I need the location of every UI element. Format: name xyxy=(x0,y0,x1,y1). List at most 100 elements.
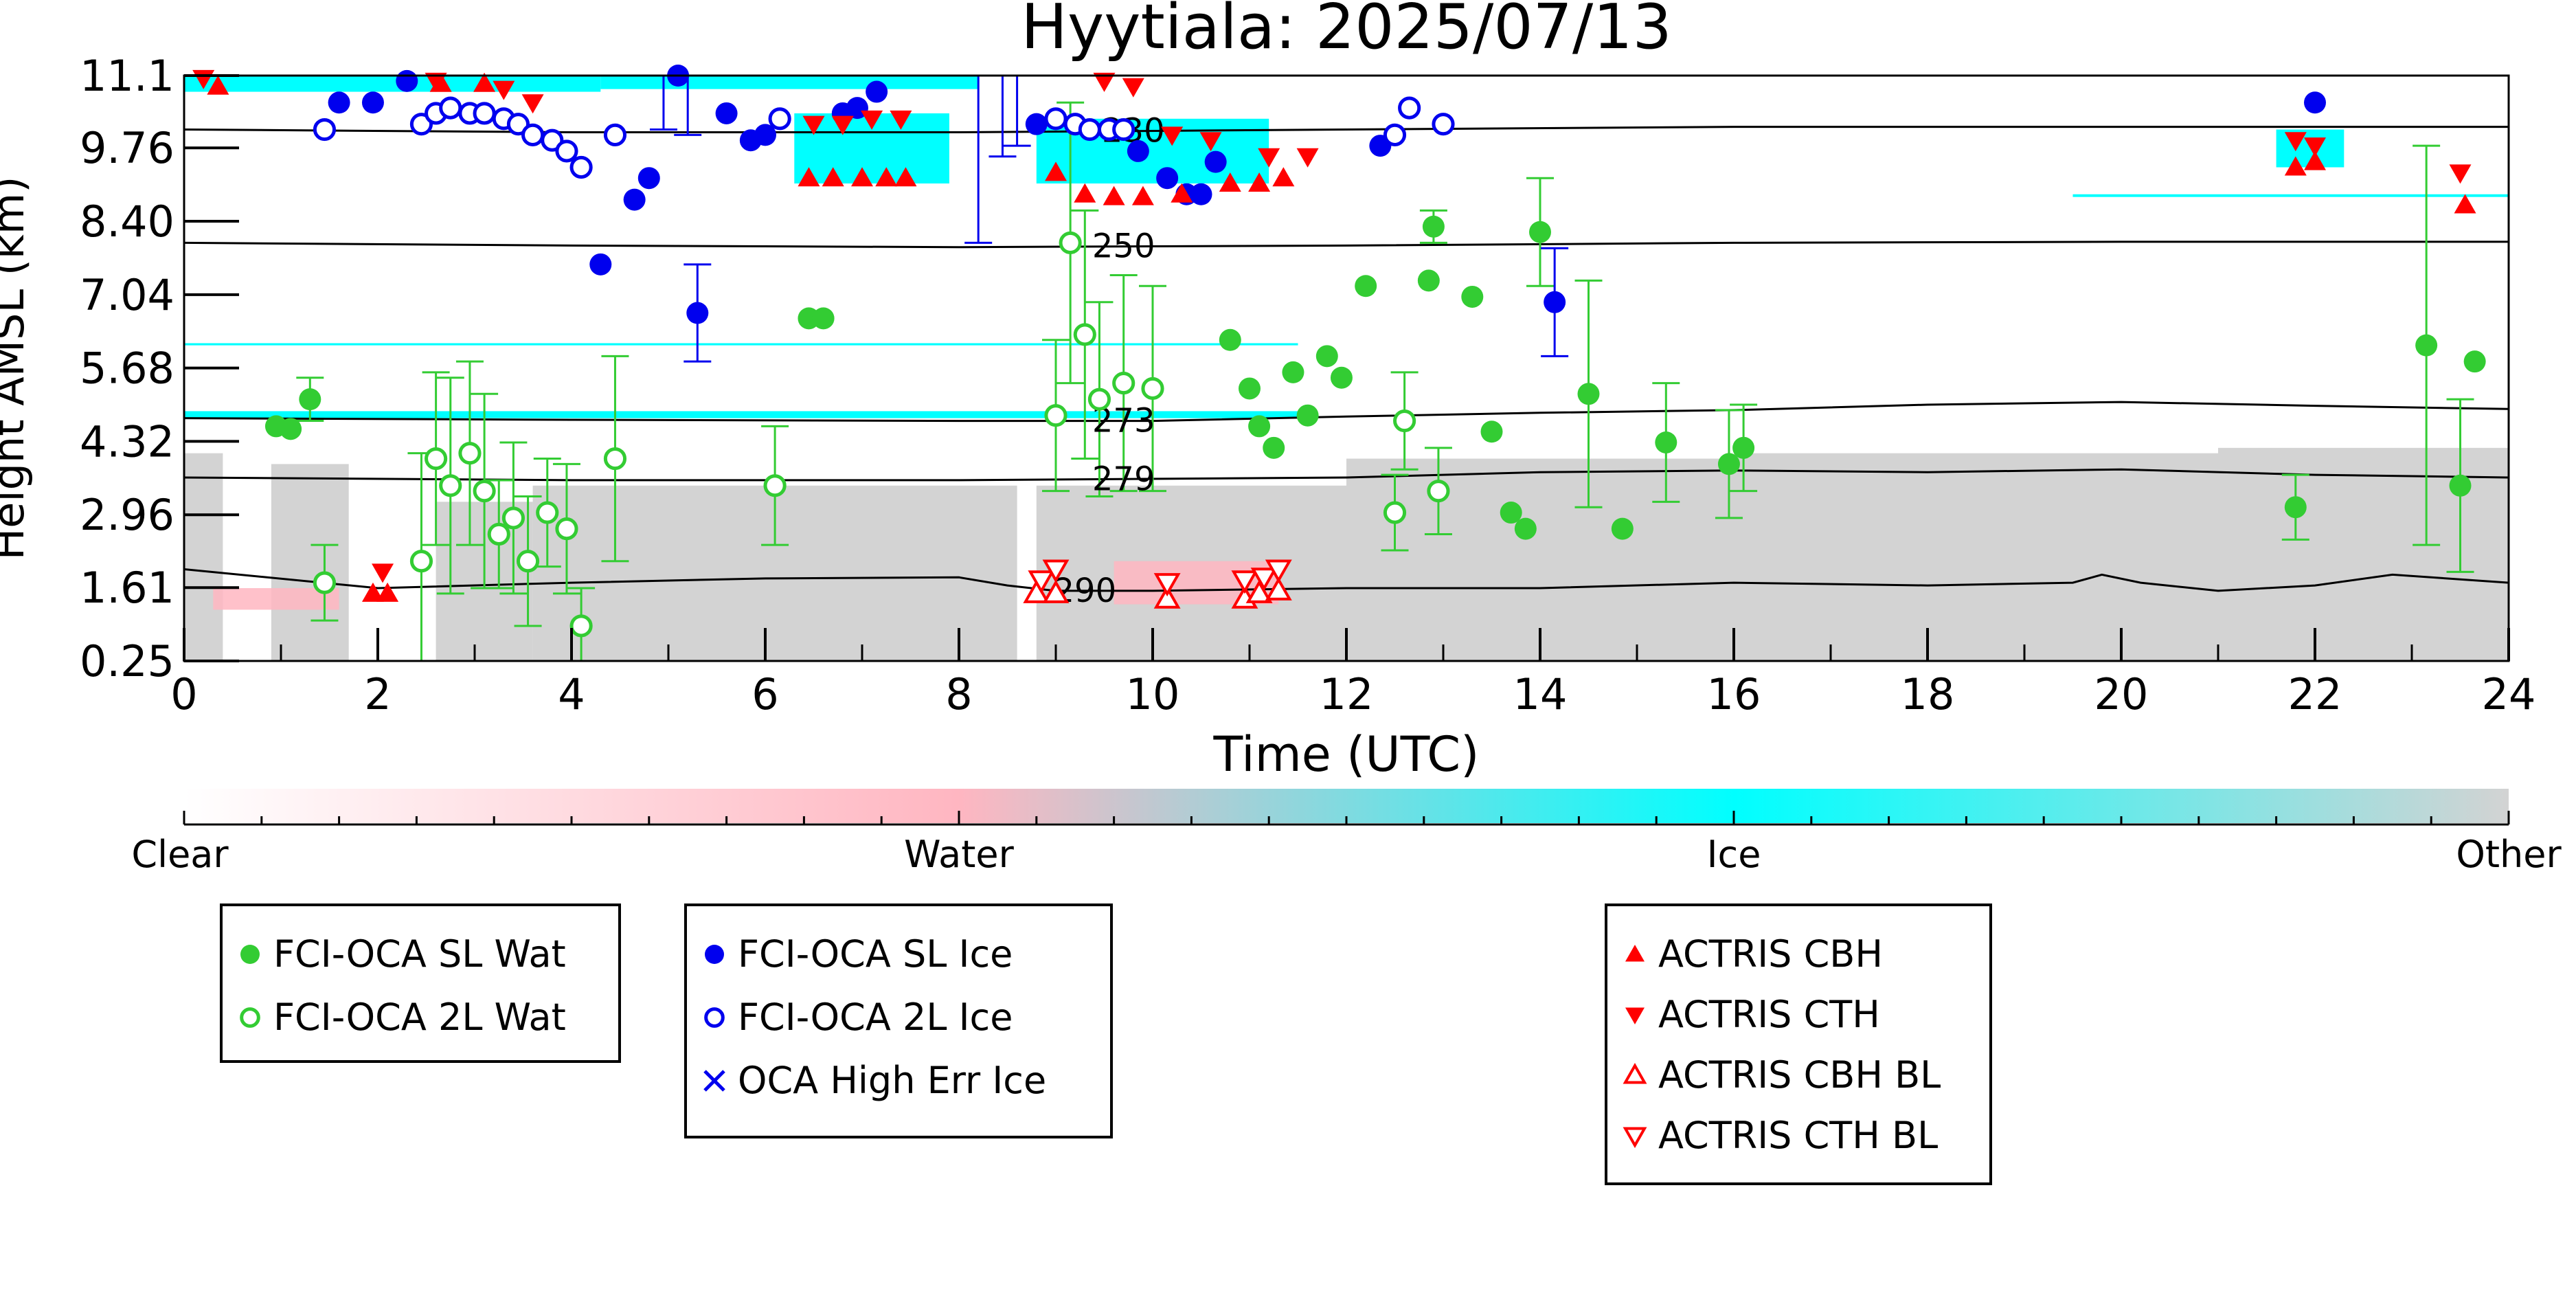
legend-label-1-0: FCI-OCA SL Ice xyxy=(738,932,1013,976)
legend-label-2-3: ACTRIS CTH BL xyxy=(1658,1114,1938,1157)
marker-filled-circle-2-15 xyxy=(1127,139,1149,162)
colorbar-label-water: Water xyxy=(904,833,1014,876)
marker-filled-circle-0-10 xyxy=(1296,404,1319,427)
marker-triangle-down-6-9 xyxy=(1093,72,1116,92)
marker-filled-circle-0-29 xyxy=(2463,350,2486,373)
y-axis-label: Height AMSL (km) xyxy=(0,177,34,561)
marker-filled-circle-0-16 xyxy=(1461,285,1484,308)
marker-filled-circle-2-16 xyxy=(1156,167,1179,190)
marker-triangle-up-5-0 xyxy=(207,75,229,95)
marker-open-circle-1-7 xyxy=(501,506,525,530)
marker-filled-circle-2-4 xyxy=(623,188,646,211)
marker-open-circle-1-12 xyxy=(569,614,593,638)
marker-triangle-up-5-11 xyxy=(1074,183,1096,203)
marker-filled-circle-0-25 xyxy=(1732,436,1755,459)
x-tick-label-12: 12 xyxy=(1320,669,1374,719)
x-axis-label: Time (UTC) xyxy=(1213,726,1480,783)
marker-open-circle-1-15 xyxy=(1059,231,1082,255)
marker-filled-circle-2-18 xyxy=(1190,183,1212,205)
marker-triangle-up-5-6 xyxy=(822,167,844,187)
marker-filled-circle-0-4 xyxy=(812,307,835,330)
contour-label-250: 250 xyxy=(1092,227,1155,266)
marker-triangle-up-5-18 xyxy=(2284,156,2307,176)
marker-open-circle-3-12 xyxy=(603,123,627,146)
axis-layer: 0 2 4 6 8 10 12 14 16 18 20 22 240.251.612.964.325.6… xyxy=(80,51,2536,719)
marker-open-circle-1-14 xyxy=(1044,404,1067,427)
marker-open-circle-3-21 xyxy=(1432,113,1455,136)
marker-triangle-up-5-14 xyxy=(1171,183,1193,203)
y-tick-label-8: 11.1 xyxy=(80,51,174,101)
marker-open-circle-1-3 xyxy=(439,474,462,497)
legend-box-2 xyxy=(1605,903,1992,1185)
marker-filled-circle-2-21 xyxy=(1544,291,1566,313)
marker-filled-circle-0-23 xyxy=(1655,431,1677,453)
marker-filled-circle-0-24 xyxy=(1717,453,1740,475)
marker-open-circle-3-14 xyxy=(1044,107,1067,131)
contour-line-250 xyxy=(184,240,2509,249)
marker-open-circle-1-9 xyxy=(536,501,559,524)
y-tick-label-4: 5.68 xyxy=(80,344,174,394)
marker-triangle-up-5-4 xyxy=(473,72,496,92)
legend-marker-2-0 xyxy=(1625,945,1645,962)
marker-open-triangle-up-7-1 xyxy=(1042,579,1070,603)
background-ice-1 xyxy=(600,76,979,89)
legend-layer: FCI-OCA SL Wat FCI-OCA 2L Wat FCI-OCA SL I… xyxy=(220,903,1992,1185)
contour-line-273 xyxy=(184,401,2509,423)
x-tick-label-22: 22 xyxy=(2288,669,2342,719)
marker-open-circle-1-10 xyxy=(555,517,578,541)
marker-filled-circle-0-13 xyxy=(1355,275,1377,298)
background-ice-7 xyxy=(184,343,1298,346)
marker-filled-circle-2-2 xyxy=(396,69,418,92)
y-tick-label-1: 1.61 xyxy=(80,563,174,613)
marker-open-circle-3-8 xyxy=(521,123,545,146)
legend-label-0-1: FCI-OCA 2L Wat xyxy=(273,996,566,1039)
marker-open-circle-1-13 xyxy=(763,474,787,497)
y-tick-label-2: 2.96 xyxy=(80,490,174,540)
marker-open-circle-1-2 xyxy=(425,447,448,471)
marker-open-triangle-up-7-4 xyxy=(1245,579,1273,603)
marker-filled-circle-2-6 xyxy=(686,302,709,324)
background-ice-0 xyxy=(184,76,601,92)
marker-triangle-up-5-19 xyxy=(2304,150,2326,170)
marker-filled-circle-0-7 xyxy=(1248,415,1271,438)
y-tick-label-3: 4.32 xyxy=(80,416,174,467)
marker-open-circle-3-10 xyxy=(555,139,578,163)
marker-filled-circle-2-0 xyxy=(328,91,350,114)
marker-triangle-up-5-5 xyxy=(798,167,820,187)
x-tick-label-2: 2 xyxy=(364,669,391,719)
marker-open-circle-1-18 xyxy=(1112,372,1136,395)
legend-box-0 xyxy=(220,903,621,1063)
legend-marker-1-1 xyxy=(704,1007,725,1028)
marker-filled-circle-2-14 xyxy=(1025,113,1048,135)
marker-filled-circle-0-14 xyxy=(1422,215,1445,238)
marker-open-triangle-down-8-0 xyxy=(1028,570,1055,594)
x-tick-label-20: 20 xyxy=(2094,669,2149,719)
contour-line-230 xyxy=(184,126,2509,133)
legend-label-1-1: FCI-OCA 2L Ice xyxy=(738,996,1013,1039)
colorbar-label-clear: Clear xyxy=(131,833,229,876)
marker-triangle-up-5-16 xyxy=(1248,172,1271,192)
x-tick-label-8: 8 xyxy=(945,669,972,719)
marker-triangle-down-6-7 xyxy=(861,110,883,130)
contour-label-290: 290 xyxy=(1053,572,1116,610)
background-other-1 xyxy=(271,464,349,661)
marker-open-triangle-down-8-3 xyxy=(1231,570,1258,594)
marker-open-circle-1-17 xyxy=(1087,388,1111,411)
marker-triangle-up-5-12 xyxy=(1103,186,1125,205)
marker-open-circle-1-11 xyxy=(603,447,627,471)
marker-triangle-down-6-13 xyxy=(1258,148,1280,168)
legend-label-2-0: ACTRIS CBH xyxy=(1658,932,1883,976)
colorbar-ticks xyxy=(183,811,2510,824)
marker-triangle-down-6-16 xyxy=(2304,137,2326,157)
legend-marker-2-2 xyxy=(1623,1062,1647,1084)
marker-filled-circle-0-26 xyxy=(2284,496,2307,519)
marker-filled-circle-2-8 xyxy=(715,102,738,124)
y-tick-label-0: 0.25 xyxy=(80,636,174,686)
marker-open-triangle-down-8-1 xyxy=(1042,559,1070,583)
marker-open-circle-3-20 xyxy=(1398,96,1421,120)
marker-triangle-down-6-2 xyxy=(425,72,447,92)
marker-filled-circle-0-21 xyxy=(1577,383,1600,405)
x-tick-label-10: 10 xyxy=(1126,669,1180,719)
marker-triangle-up-5-9 xyxy=(894,167,917,187)
chart-title: Hyytiala: 2025/07/13 xyxy=(1021,0,1671,63)
